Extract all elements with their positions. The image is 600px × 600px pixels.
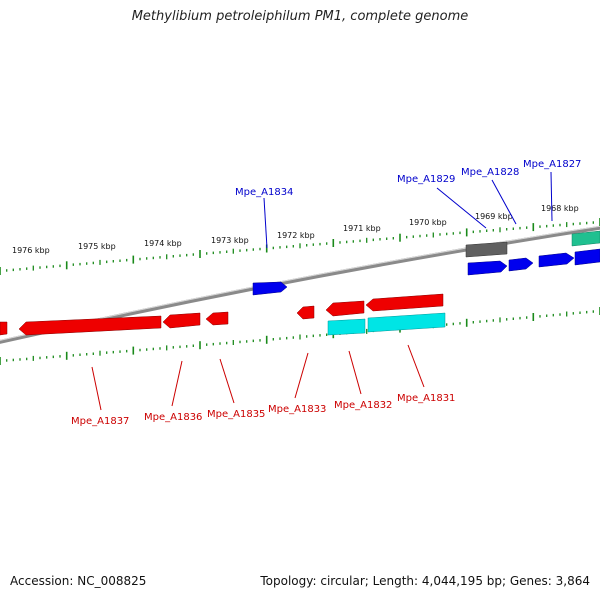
cds-block-gray[interactable] [465, 241, 508, 258]
gene-arrow-mpe-a1835[interactable] [205, 311, 229, 326]
gene-arrow-mpe-a1837[interactable] [18, 315, 162, 336]
callout-line-mpe-a1836 [171, 360, 183, 407]
genome-summary-text: Topology: circular; Length: 4,044,195 bp… [260, 574, 590, 588]
reverse-callout-lines [91, 344, 425, 411]
callout-line-mpe-a1832 [348, 350, 362, 395]
forward-callout-lines [263, 171, 553, 249]
kbp-labels: 1976 kbp 1975 kbp 1974 kbp 1973 kbp 1972… [12, 204, 579, 255]
gene-label-mpe-a1832[interactable]: Mpe_A1832 [334, 400, 392, 411]
callout-line-mpe-a1829 [436, 187, 487, 229]
upper-tick-scale [0, 218, 600, 275]
gene-label-mpe-a1835[interactable]: Mpe_A1835 [207, 409, 265, 420]
gene-label-mpe-a1834[interactable]: Mpe_A1834 [235, 187, 293, 198]
gene-arrow-forward[interactable] [538, 252, 575, 268]
kbp-label: 1974 kbp [144, 239, 182, 248]
gene-arrow-mpe-a1836[interactable] [162, 312, 201, 329]
gene-label-mpe-a1831[interactable]: Mpe_A1831 [397, 393, 455, 404]
callout-line-mpe-a1835 [219, 358, 235, 404]
reverse-gene-labels: Mpe_A1837 Mpe_A1836 Mpe_A1835 Mpe_A1833 … [71, 393, 455, 427]
gene-arrow-mpe-a1831[interactable] [365, 293, 444, 312]
gene-label-mpe-a1837[interactable]: Mpe_A1837 [71, 416, 129, 427]
callout-line-mpe-a1831 [407, 344, 425, 388]
callout-line-mpe-a1827 [550, 171, 553, 222]
gene-arrow-forward[interactable] [574, 248, 600, 266]
map-title: Methylibium petroleiphilum PM1, complete… [131, 9, 469, 24]
kbp-label: 1969 kbp [475, 212, 513, 221]
gene-arrow-mpe-a1833[interactable] [296, 305, 315, 320]
cds-block-cyan[interactable] [367, 312, 446, 333]
kbp-label: 1972 kbp [277, 231, 315, 240]
kbp-label: 1976 kbp [12, 246, 50, 255]
gene-arrow-forward[interactable] [467, 260, 508, 276]
kbp-label: 1968 kbp [541, 204, 579, 213]
gene-arrow-forward[interactable] [508, 257, 534, 272]
cds-block-teal[interactable] [571, 230, 600, 247]
forward-gene-labels: Mpe_A1834 Mpe_A1829 Mpe_A1828 Mpe_A1827 [235, 159, 581, 198]
accession-text: Accession: NC_008825 [10, 574, 147, 588]
gene-arrow-mpe-a1834[interactable] [252, 281, 288, 296]
gene-label-mpe-a1829[interactable]: Mpe_A1829 [397, 174, 455, 185]
gene-arrow-reverse[interactable] [0, 321, 8, 336]
cds-block-cyan[interactable] [327, 318, 366, 336]
forward-strand-genes [252, 230, 600, 296]
gene-label-mpe-a1836[interactable]: Mpe_A1836 [144, 412, 202, 423]
gene-label-mpe-a1833[interactable]: Mpe_A1833 [268, 404, 326, 415]
kbp-label: 1971 kbp [343, 224, 381, 233]
kbp-label: 1970 kbp [409, 218, 447, 227]
kbp-label: 1975 kbp [78, 242, 116, 251]
callout-line-mpe-a1837 [91, 366, 102, 411]
callout-line-mpe-a1834 [263, 197, 268, 249]
reverse-strand-genes [0, 293, 446, 336]
callout-line-mpe-a1828 [491, 179, 517, 225]
gene-label-mpe-a1828[interactable]: Mpe_A1828 [461, 167, 519, 178]
kbp-label: 1973 kbp [211, 236, 249, 245]
callout-line-mpe-a1833 [294, 352, 309, 399]
gene-arrow-mpe-a1832[interactable] [325, 300, 365, 317]
gene-label-mpe-a1827[interactable]: Mpe_A1827 [523, 159, 581, 170]
